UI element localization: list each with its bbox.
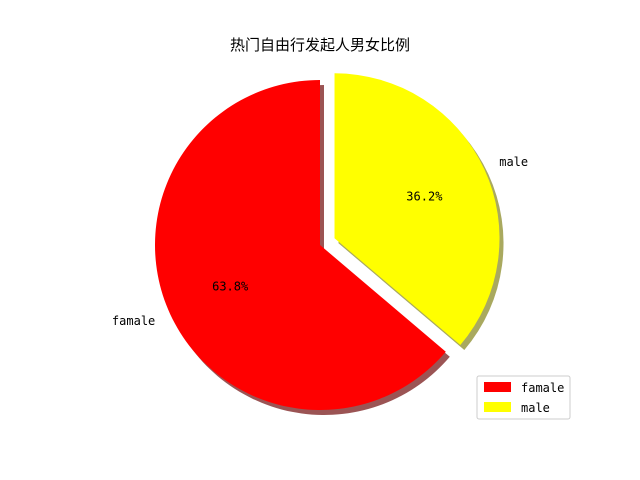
pie-slices <box>155 73 500 410</box>
pie-slice-male <box>334 73 500 346</box>
slice-percent-male: 36.2% <box>406 190 443 204</box>
slice-percent-famale: 63.8% <box>212 280 249 294</box>
pie-slice-famale <box>155 80 446 410</box>
slice-label-famale: famale <box>112 314 155 328</box>
legend-swatch-famale <box>484 382 511 392</box>
pie-labels: famale 63.8% male 36.2% <box>112 155 528 328</box>
legend-label-famale: famale <box>521 381 564 395</box>
legend-label-male: male <box>521 401 550 415</box>
chart-title: 热门自由行发起人男女比例 <box>230 36 410 54</box>
legend-swatch-male <box>484 402 511 412</box>
legend: famale male <box>476 375 571 420</box>
slice-label-male: male <box>499 155 528 169</box>
